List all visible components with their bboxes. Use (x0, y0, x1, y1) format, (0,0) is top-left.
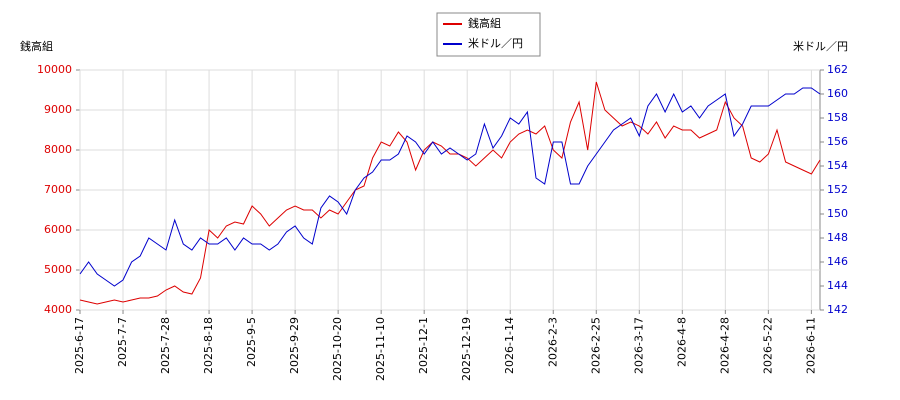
series-line (79, 87, 821, 287)
x-tick-label: 2025-8-18 (202, 317, 215, 374)
y2-tick-label: 154 (827, 159, 848, 172)
y2-tick-label: 156 (827, 135, 848, 148)
y2-tick-label: 152 (827, 183, 848, 196)
x-tick-label: 2025-6-17 (73, 317, 86, 374)
x-tick-label: 2025-7-28 (159, 317, 172, 374)
y2-tick-label: 142 (827, 303, 848, 316)
y-tick-label: 10000 (37, 63, 72, 76)
y-tick-label: 4000 (44, 303, 72, 316)
x-tick-label: 2025-7-7 (116, 317, 129, 367)
y-tick-label: 9000 (44, 103, 72, 116)
x-tick-label: 2026-6-11 (804, 317, 817, 374)
legend-label: 銭高組 (468, 16, 501, 30)
y-axis-label: 銭高組 (20, 39, 53, 53)
x-tick-label: 2025-11-10 (374, 317, 387, 381)
y2-axis-label: 米ドル／円 (793, 40, 848, 53)
y2-tick-label: 150 (827, 207, 848, 220)
x-tick-label: 2026-5-22 (761, 317, 774, 374)
y-tick-label: 8000 (44, 143, 72, 156)
x-tick-label: 2026-2-3 (546, 317, 559, 367)
x-tick-label: 2025-9-29 (288, 317, 301, 374)
x-tick-label: 2026-4-8 (675, 317, 688, 367)
y-tick-label: 7000 (44, 183, 72, 196)
y-tick-label: 5000 (44, 263, 72, 276)
y2-tick-label: 158 (827, 111, 848, 124)
legend-box (436, 12, 541, 57)
x-tick-label: 2026-2-25 (589, 317, 602, 374)
x-tick-label: 2025-12-1 (417, 317, 430, 374)
y-tick-label: 6000 (44, 223, 72, 236)
x-tick-label: 2026-4-28 (718, 317, 731, 374)
x-tick-label: 2026-3-17 (632, 317, 645, 374)
y2-tick-label: 148 (827, 231, 848, 244)
y2-tick-label: 160 (827, 87, 848, 100)
y2-tick-label: 144 (827, 279, 848, 292)
y2-tick-label: 162 (827, 63, 848, 76)
x-tick-label: 2025-10-20 (331, 317, 344, 381)
series-line (79, 81, 821, 305)
x-tick-label: 2026-1-14 (503, 317, 516, 374)
y2-tick-label: 146 (827, 255, 848, 268)
legend-label: 米ドル／円 (468, 37, 523, 50)
x-tick-label: 2025-9-5 (245, 317, 258, 367)
x-tick-label: 2025-12-19 (460, 317, 473, 381)
